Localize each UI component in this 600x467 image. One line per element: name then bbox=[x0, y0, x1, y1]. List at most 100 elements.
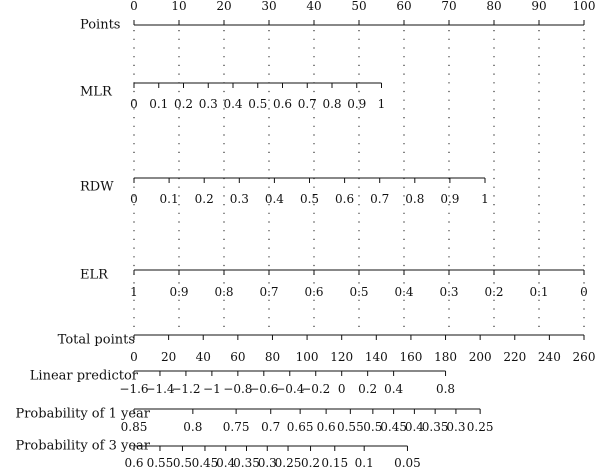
tick-label: 20 bbox=[161, 350, 176, 364]
tick-label: 0.1 bbox=[355, 456, 374, 467]
tick-label: 90 bbox=[531, 0, 546, 13]
tick-label: 40 bbox=[306, 0, 321, 13]
tick-label: 0.2 bbox=[484, 285, 503, 299]
tick-label: 0.7 bbox=[370, 192, 389, 206]
tick-label: 0.4 bbox=[223, 97, 242, 111]
tick-label: −0.2 bbox=[301, 382, 330, 396]
tick-label: 0.5 bbox=[300, 192, 319, 206]
tick-label: 0 bbox=[130, 97, 138, 111]
tick-label: 0.2 bbox=[195, 192, 214, 206]
tick-label: 100 bbox=[573, 0, 596, 13]
tick-label: 0.8 bbox=[322, 97, 341, 111]
tick-label: 0.6 bbox=[335, 192, 354, 206]
tick-label: 0.7 bbox=[261, 420, 280, 434]
tick-label: 0.5 bbox=[363, 420, 382, 434]
tick-label: 0 bbox=[130, 0, 138, 13]
tick-label: 0.45 bbox=[380, 420, 407, 434]
tick-label: 10 bbox=[171, 0, 186, 13]
tick-label: 30 bbox=[261, 0, 276, 13]
axis-label: Probability of 3 year bbox=[15, 439, 150, 454]
tick-label: 0.25 bbox=[275, 456, 302, 467]
tick-label: 80 bbox=[486, 0, 501, 13]
tick-label: 0.55 bbox=[337, 420, 364, 434]
tick-label: 0.85 bbox=[121, 420, 148, 434]
tick-label: 0 bbox=[130, 350, 138, 364]
tick-label: 0.4 bbox=[384, 382, 403, 396]
tick-label: 0.8 bbox=[436, 382, 455, 396]
tick-label: 0.3 bbox=[230, 192, 249, 206]
tick-label: 0.05 bbox=[394, 456, 421, 467]
tick-label: 0.6 bbox=[317, 420, 336, 434]
tick-label: 0.9 bbox=[440, 192, 459, 206]
tick-label: 80 bbox=[265, 350, 280, 364]
tick-label: 1 bbox=[481, 192, 489, 206]
tick-label: 0.9 bbox=[169, 285, 188, 299]
tick-label: 50 bbox=[351, 0, 366, 13]
scale-points: Points 0 10 20 30 40 50 60 70 80 90 100 bbox=[80, 0, 595, 33]
tick-label: −1.4 bbox=[145, 382, 175, 396]
tick-label: 240 bbox=[538, 350, 561, 364]
axis-label: Linear predictor bbox=[30, 369, 139, 384]
tick-label: 0.75 bbox=[223, 420, 250, 434]
tick-label: 60 bbox=[230, 350, 245, 364]
tick-label: 0 bbox=[338, 382, 346, 396]
tick-label: 20 bbox=[216, 0, 231, 13]
scale-mlr: MLR 0 0.1 0.2 0.3 0.4 0.5 0.6 0.7 0.8 0.9 1 bbox=[80, 82, 386, 111]
tick-label: 0.4 bbox=[265, 192, 284, 206]
tick-label: 1 bbox=[130, 285, 138, 299]
tick-label: 160 bbox=[399, 350, 422, 364]
axis-label: Points bbox=[80, 18, 120, 33]
tick-label: 0.4 bbox=[405, 420, 424, 434]
tick-label: 0.5 bbox=[173, 456, 192, 467]
axis-label: Total points bbox=[58, 333, 135, 348]
tick-label: 100 bbox=[296, 350, 319, 364]
tick-label: 0.65 bbox=[287, 420, 314, 434]
tick-label: 0.45 bbox=[192, 456, 219, 467]
tick-label: 0.8 bbox=[183, 420, 202, 434]
tick-label: 0.5 bbox=[248, 97, 267, 111]
tick-label: 0.35 bbox=[233, 456, 260, 467]
tick-label: 0 bbox=[580, 285, 588, 299]
tick-label: 180 bbox=[434, 350, 457, 364]
tick-label: 60 bbox=[396, 0, 411, 13]
axis-label: MLR bbox=[80, 85, 113, 100]
tick-label: 0.3 bbox=[446, 420, 465, 434]
tick-label: 0.6 bbox=[273, 97, 292, 111]
tick-label: 0.3 bbox=[439, 285, 458, 299]
tick-label: 0.6 bbox=[304, 285, 323, 299]
tick-label: 0.2 bbox=[174, 97, 193, 111]
tick-label: −0.8 bbox=[223, 382, 252, 396]
scale-linear-predictor: Linear predictor−1.6−1.4−1.2 −1 −0.8−0.6−0… bbox=[30, 369, 455, 397]
tick-label: −1 bbox=[203, 382, 221, 396]
tick-label: 0.9 bbox=[347, 97, 366, 111]
tick-label: −1.6 bbox=[119, 382, 148, 396]
axis-label: ELR bbox=[80, 268, 109, 283]
tick-label: 0.4 bbox=[394, 285, 413, 299]
tick-label: 0.15 bbox=[321, 456, 348, 467]
tick-label: 120 bbox=[330, 350, 353, 364]
tick-label: 0.1 bbox=[160, 192, 179, 206]
tick-label: 0.3 bbox=[258, 456, 277, 467]
tick-label: 0.6 bbox=[124, 456, 143, 467]
axis-label: RDW bbox=[80, 180, 114, 195]
tick-label: −0.6 bbox=[249, 382, 278, 396]
tick-label: 0.5 bbox=[349, 285, 368, 299]
tick-label: 0.2 bbox=[358, 382, 377, 396]
scale-total-points: Total points 0 20 40 60 80 100 120 140 160 180 200 2… bbox=[58, 333, 596, 365]
tick-label: 0.8 bbox=[405, 192, 424, 206]
tick-label: −1.2 bbox=[171, 382, 200, 396]
axis-label: Probability of 1 year bbox=[15, 407, 150, 422]
tick-label: 0.3 bbox=[199, 97, 218, 111]
tick-label: −0.4 bbox=[275, 382, 305, 396]
tick-label: 0.1 bbox=[529, 285, 548, 299]
tick-label: 260 bbox=[573, 350, 596, 364]
tick-label: 70 bbox=[441, 0, 456, 13]
tick-label: 0.8 bbox=[214, 285, 233, 299]
tick-label: 1 bbox=[378, 97, 386, 111]
scale-elr: ELR 1 0.9 0.8 0.7 0.6 0.5 0.4 0.3 0.2 0.1 0 bbox=[80, 268, 588, 300]
tick-label: 0.7 bbox=[259, 285, 278, 299]
